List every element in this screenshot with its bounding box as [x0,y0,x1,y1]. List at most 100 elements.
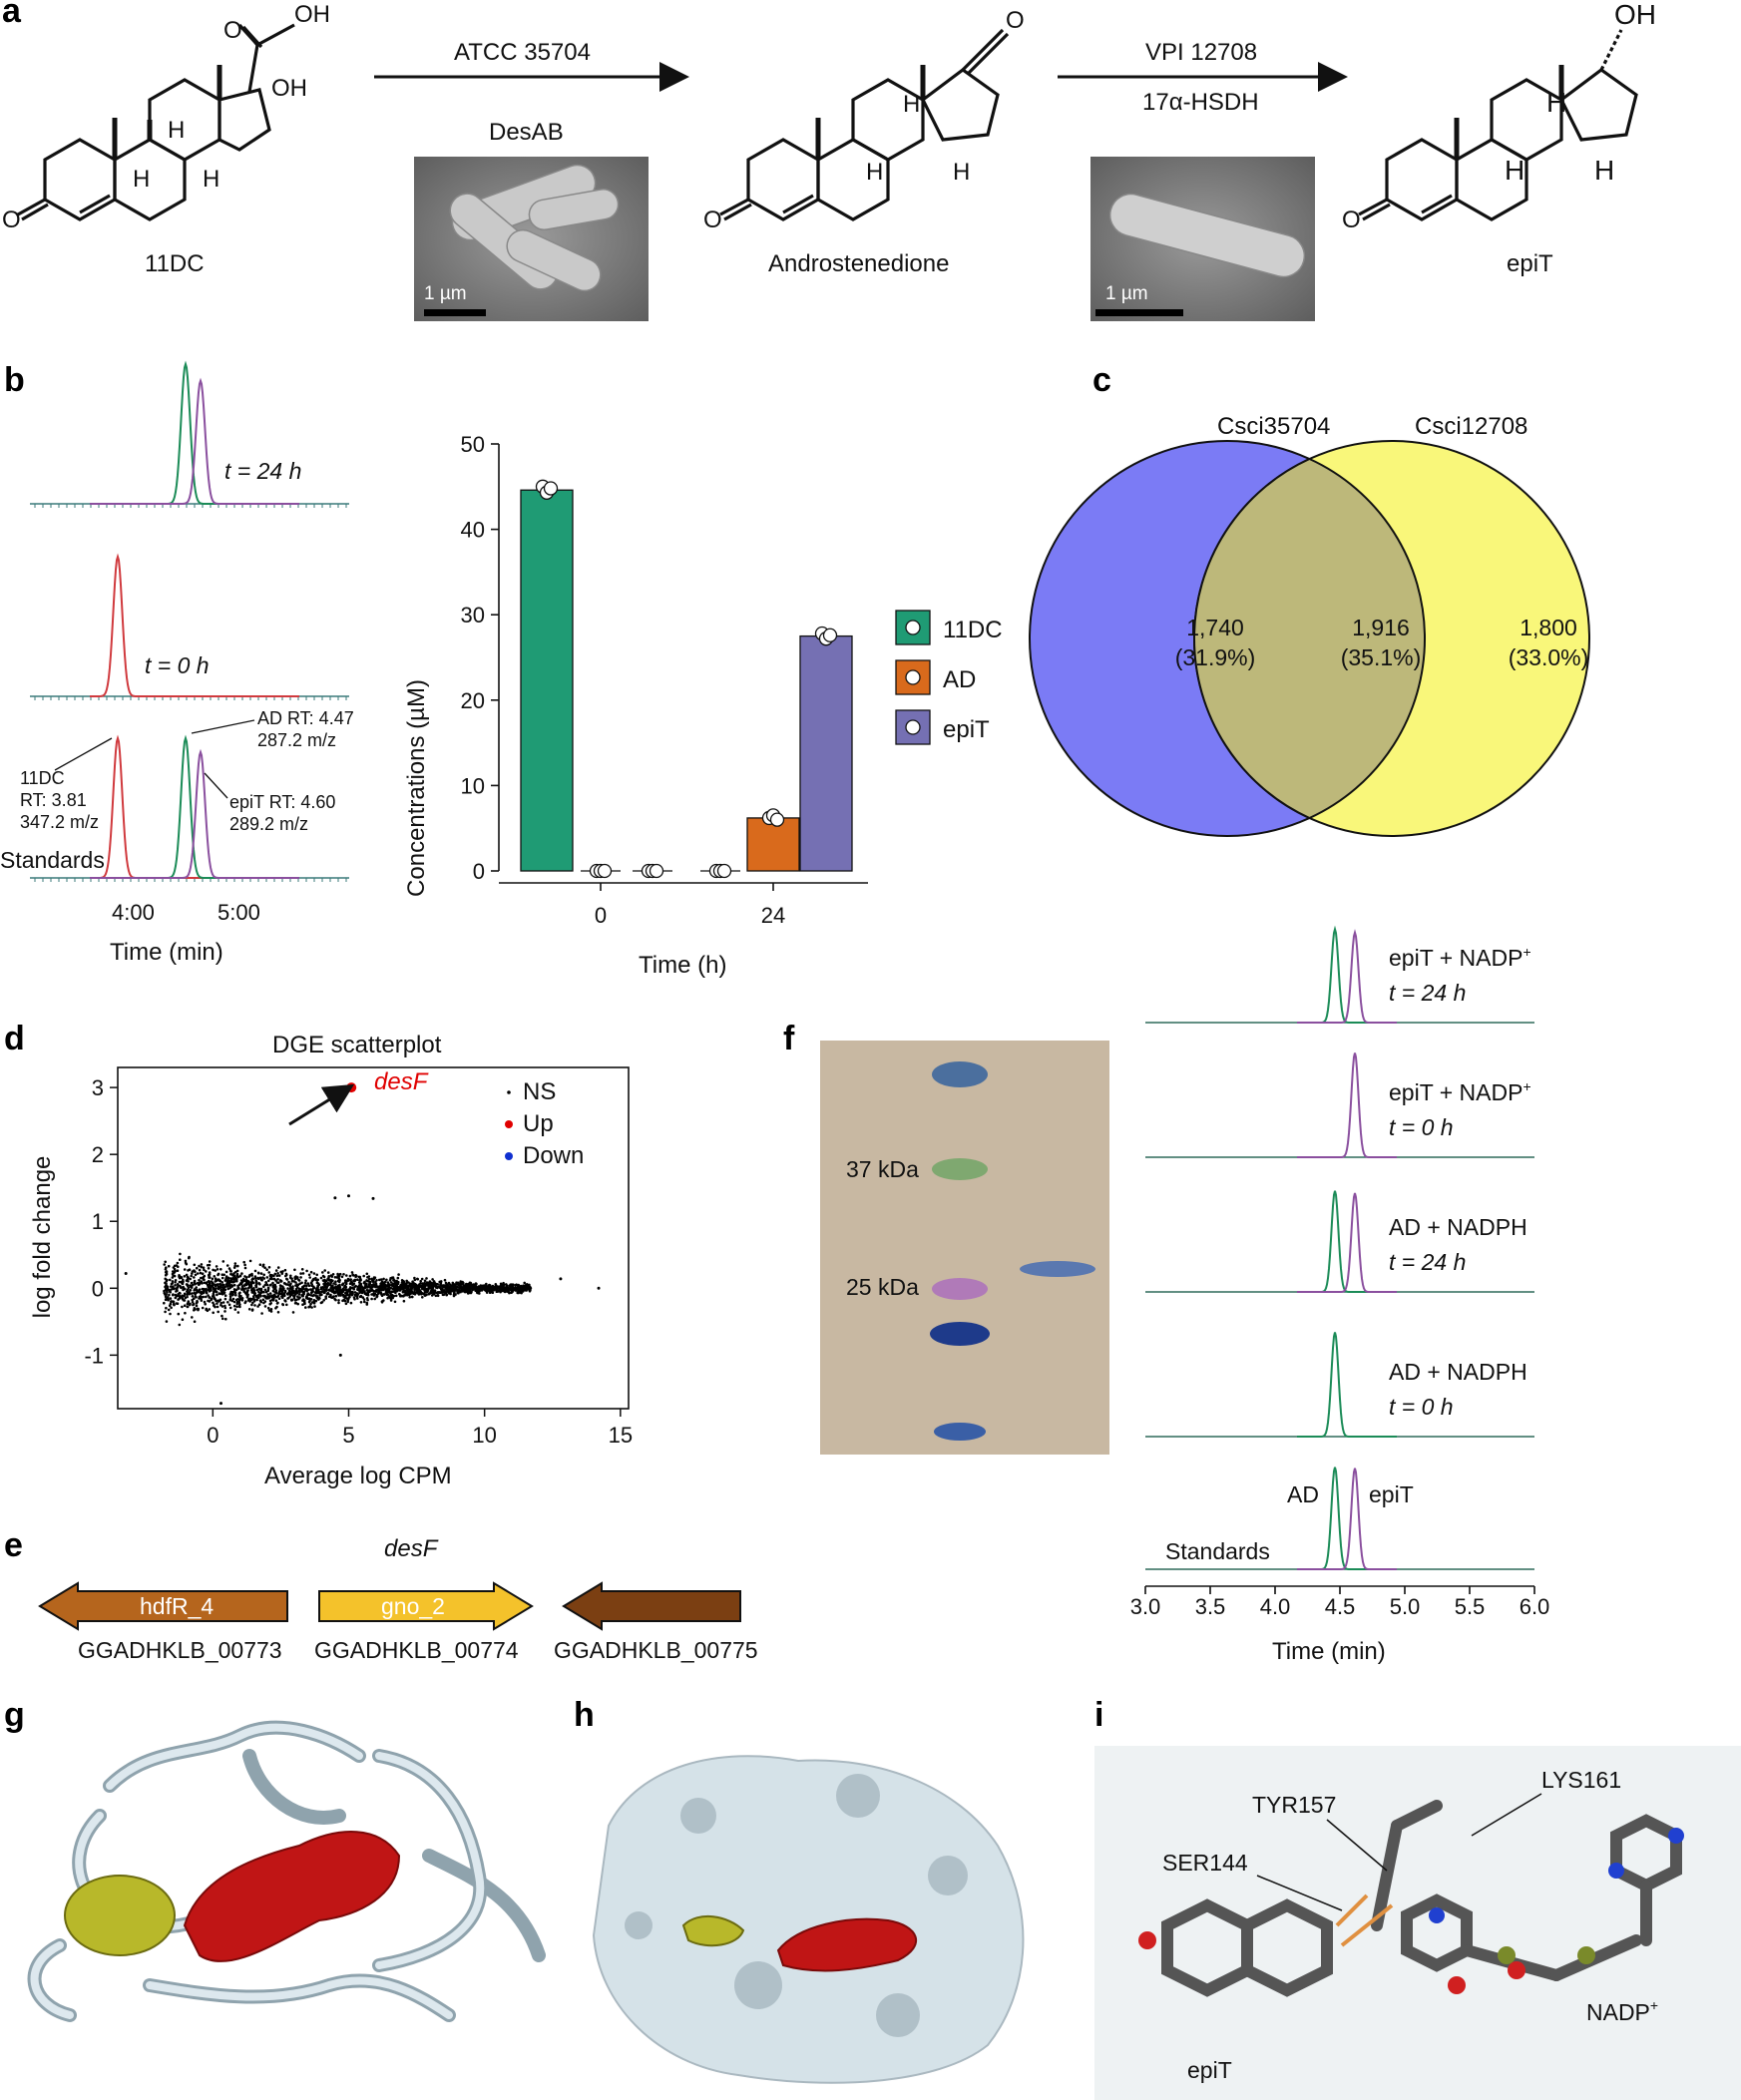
scatter-point-ns [207,1294,210,1297]
scatter-point-ns [294,1293,297,1296]
scatter-point-ns [187,1286,191,1290]
bar-ytick-label: 40 [461,518,485,543]
atom-o-1: O [2,207,21,233]
scatter-point-ns [247,1308,251,1311]
scatter-point-ns [314,1299,318,1303]
scatter-point-ns [359,1301,363,1304]
scatter-point-ns [387,1284,391,1287]
scatter-point-ns [363,1300,366,1304]
scatter-point-ns [334,1280,337,1283]
ligand-label-nadp-sup: + [1650,1997,1658,2013]
scatter-point-ns [293,1268,296,1272]
scale-bar-label-1: 1 µm [424,283,467,304]
scatter-point-ns [232,1283,236,1287]
scatter-point-ns [221,1260,225,1263]
scatter-point-ns [393,1279,396,1282]
scatter-point-ns [515,1283,518,1286]
scatter-point-ns [230,1299,234,1303]
scatter-point-ns [472,1287,476,1291]
scatter-point-ns [386,1281,390,1284]
scatter-point-ns [261,1276,264,1279]
scatter-point-ns [268,1292,272,1295]
scatter-point-ns [201,1306,205,1310]
panel-label-h: h [574,1696,595,1734]
scatter-point-ns [196,1288,199,1292]
scatter-point-ns [301,1303,304,1306]
scatter-point-ns [380,1288,383,1292]
ann-11dc-mz: 347.2 m/z [20,812,99,832]
scatter-point-ns [270,1294,274,1298]
scatter-point-ns [312,1278,315,1281]
scatter-point-ns [179,1258,182,1261]
scatter-point-ns [350,1293,354,1297]
scatter-point-ns [171,1280,175,1283]
scatter-point-ns [324,1282,328,1286]
scatter-point-ns [354,1284,357,1288]
scatter-point-ns [200,1299,204,1302]
scatter-point-ns [245,1293,248,1296]
bar-point [597,863,613,879]
scatter-point-ns [245,1296,249,1299]
chrom-f-xlabel: Time (min) [1272,1638,1386,1665]
scatter-point-ns [232,1266,236,1269]
ladder-band-1 [932,1061,988,1087]
scatter-point-ns [266,1306,270,1310]
panel-h-surface-structure [592,1755,1025,2084]
bar-xtick-label: 0 [595,903,607,928]
scatter-point-ns [220,1281,223,1284]
scatter-point-ns [194,1293,197,1296]
ann-ad-rt: AD RT: 4.47 [257,708,354,728]
scatter-point-ns [215,1279,218,1282]
scatter-point-ns [387,1286,391,1290]
gene-arrow-2 [318,1581,534,1631]
scatter-point-ns [390,1290,394,1293]
scatter-point-ns [396,1287,399,1291]
scatter-point-ns [253,1269,257,1273]
scatter-point-ns [171,1282,174,1285]
scatter-point-ns [181,1305,184,1309]
scatter-point-ns [340,1290,343,1294]
scatter-point-ns [244,1287,247,1290]
scatter-point-ns [223,1288,227,1292]
scatter-point-ns [234,1288,238,1292]
scatter-point-ns [191,1272,194,1275]
scatter-point-ns [356,1297,359,1300]
scatter-point-ns [329,1281,332,1285]
scatter-point-ns [486,1287,490,1290]
scatter-point-ns [297,1297,300,1301]
scatter-point-ns [209,1286,213,1290]
scatter-point-ns [441,1290,445,1293]
scatter-point-ns [275,1305,278,1309]
scatter-point-ns [257,1303,261,1306]
ann-epit-mz: 289.2 m/z [229,814,308,834]
bar-ytick-label: 0 [473,859,485,884]
scatter-point-ns [296,1295,299,1298]
chrom-b-peak [90,377,299,505]
scatter-point-ns [277,1274,281,1277]
scatter-point-ns [165,1266,168,1269]
scatter-point-ns [295,1298,298,1302]
scatter-point-ns [314,1276,317,1280]
scatter-point-ns [375,1294,379,1298]
scatter-point-ns [507,1290,510,1293]
scatter-point-ns [333,1276,337,1279]
scatter-point-ns [345,1274,348,1277]
scatter-point-ns [367,1289,370,1292]
scatter-point-ns [198,1264,201,1268]
scatter-point-ns [197,1308,200,1312]
scatter-point-ns [175,1302,179,1305]
scatter-point-ns [377,1289,381,1292]
scatter-point-ns [278,1284,282,1287]
ladder-band-5 [934,1423,986,1441]
scatter-point-ns [374,1281,377,1284]
scatter-point-ns [400,1281,404,1284]
scatter-point-outlier [338,1353,342,1357]
scatter-point-ns [337,1291,340,1295]
scatter-point-ns [393,1300,397,1304]
scatter-point-ns [448,1289,451,1292]
scatter-point-ns [341,1299,344,1303]
scatter-point-ns [223,1294,227,1297]
scatter-point-ns [361,1296,365,1299]
scatter-point-ns [277,1297,281,1300]
scatter-point-ns [217,1299,219,1303]
